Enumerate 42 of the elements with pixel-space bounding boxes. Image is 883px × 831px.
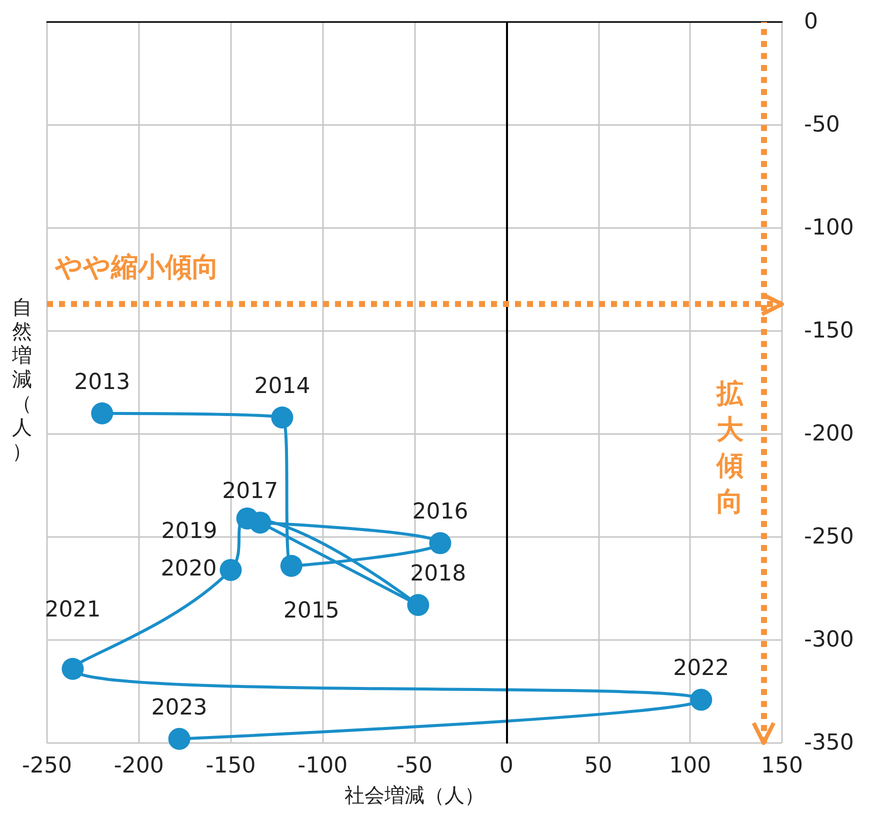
y-axis-title: 自然増減（人） bbox=[11, 295, 32, 463]
point bbox=[168, 728, 190, 750]
y-tick-label: -100 bbox=[804, 216, 854, 240]
annotation: 2017 bbox=[222, 479, 278, 504]
y-tick-label: 0 bbox=[804, 10, 818, 34]
y-tick-label: -50 bbox=[804, 112, 840, 138]
x-axis-title: 社会増減（人） bbox=[344, 783, 484, 807]
point bbox=[280, 554, 302, 577]
x-tick-label: 50 bbox=[584, 754, 612, 778]
x-tick-label: -250 bbox=[22, 754, 72, 778]
annotation: 2015 bbox=[283, 598, 340, 624]
ref-line-label: 拡大傾向 bbox=[716, 378, 745, 518]
x-tick-label: 100 bbox=[669, 754, 712, 778]
annotation: 2013 bbox=[74, 370, 130, 395]
annotation: 2018 bbox=[410, 561, 466, 586]
point bbox=[220, 558, 242, 581]
annotation: 2016 bbox=[412, 500, 468, 525]
point bbox=[407, 594, 430, 616]
annotation: 2023 bbox=[151, 695, 208, 720]
x-tick-label: -100 bbox=[298, 754, 348, 778]
annotation: 2014 bbox=[254, 374, 310, 400]
y-tick-label: -350 bbox=[804, 730, 854, 756]
y-tick-label: -250 bbox=[804, 524, 854, 550]
point bbox=[690, 688, 712, 711]
annotation: 2022 bbox=[673, 656, 730, 682]
point bbox=[236, 507, 258, 530]
x-tick-label: -150 bbox=[206, 754, 256, 778]
point bbox=[91, 402, 114, 424]
point bbox=[271, 406, 294, 429]
x-tick-label: 150 bbox=[761, 754, 803, 778]
y-tick-label: -200 bbox=[804, 422, 854, 446]
x-tick-label: -200 bbox=[114, 754, 164, 778]
x-tick-label: -50 bbox=[396, 754, 432, 778]
annotation: 2021 bbox=[44, 597, 101, 622]
annotation: 2019 bbox=[161, 518, 218, 544]
y-tick-label: -150 bbox=[804, 318, 854, 344]
y-tick-label: -300 bbox=[804, 628, 854, 652]
ref-line-label: やや縮小傾向 bbox=[54, 252, 219, 284]
annotation: 2020 bbox=[160, 556, 217, 582]
point bbox=[429, 532, 452, 554]
point bbox=[62, 658, 84, 680]
x-tick-label: 0 bbox=[499, 754, 514, 778]
